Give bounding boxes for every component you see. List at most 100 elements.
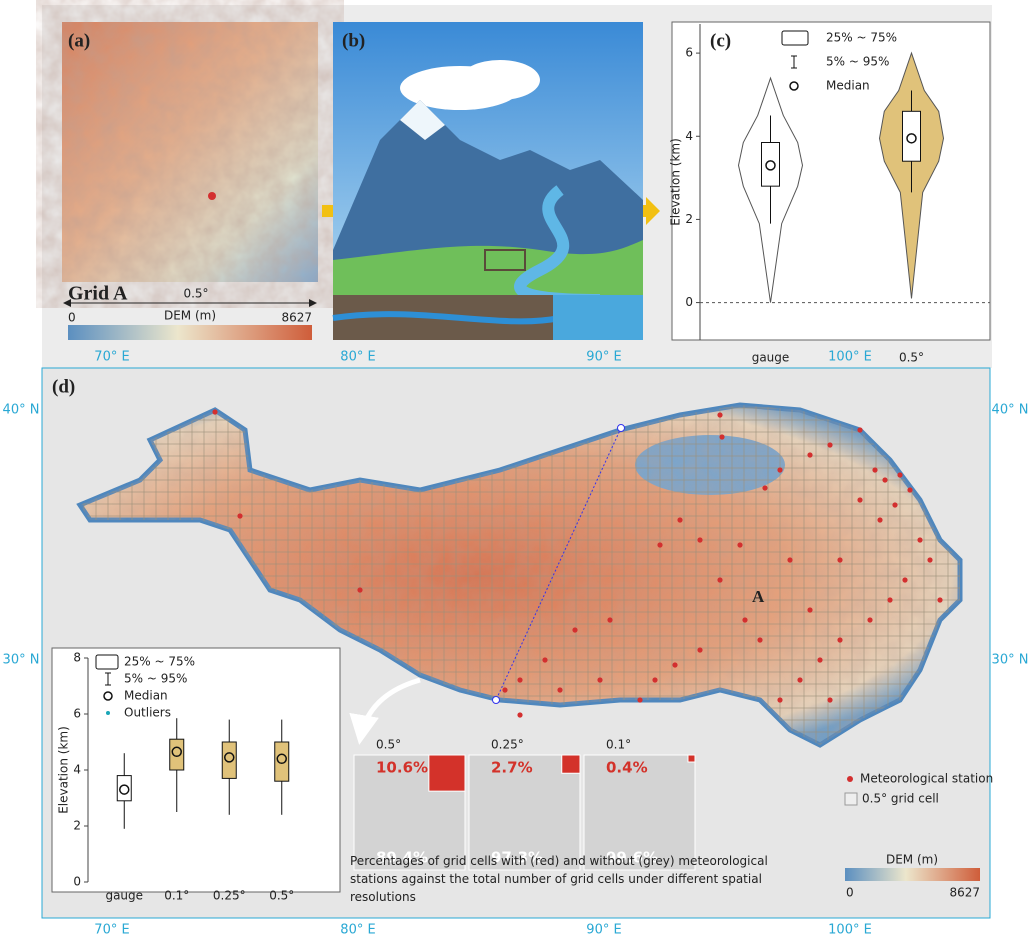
station bbox=[837, 557, 843, 563]
lon-tick-label: 80° E bbox=[340, 350, 375, 365]
lon-tick-label: 70° E bbox=[94, 350, 129, 365]
station bbox=[557, 687, 563, 693]
station bbox=[937, 597, 943, 603]
with-station-label: 0.4% bbox=[606, 759, 648, 777]
median bbox=[276, 753, 287, 765]
legend-box bbox=[95, 654, 119, 670]
lat-tick-label: 40° N bbox=[3, 403, 40, 418]
transect-end bbox=[617, 424, 625, 432]
station bbox=[652, 677, 658, 683]
with-station-cell bbox=[561, 754, 581, 774]
station bbox=[857, 427, 863, 433]
y-tick-label: 8 bbox=[73, 651, 81, 665]
transect bbox=[495, 427, 622, 701]
without-station-label: 89.4% bbox=[376, 849, 428, 867]
with-station-label: 10.6% bbox=[376, 759, 428, 777]
legend-median bbox=[103, 691, 113, 701]
grid-a-label: A bbox=[752, 587, 765, 606]
station bbox=[572, 627, 578, 633]
stations bbox=[212, 409, 943, 718]
station bbox=[719, 434, 725, 440]
station bbox=[517, 712, 523, 718]
x-tick-label: 0.5° bbox=[269, 889, 294, 903]
station bbox=[212, 409, 218, 415]
box bbox=[116, 775, 132, 802]
box bbox=[169, 738, 185, 771]
panel-label: (a) bbox=[68, 30, 90, 51]
legend-grid-cell: 0.5° grid cell bbox=[862, 792, 939, 806]
panel-label: (d) bbox=[52, 376, 75, 397]
resolution-label: 0.1° bbox=[606, 738, 631, 752]
with-station-cell bbox=[428, 754, 466, 792]
lat-tick-label: 40° N bbox=[992, 403, 1029, 418]
station bbox=[237, 513, 243, 519]
station bbox=[717, 412, 723, 418]
resolution: 0.5° bbox=[183, 287, 208, 301]
dem-min: 0 bbox=[68, 311, 76, 325]
callout-arrow bbox=[349, 677, 421, 745]
lon-tick-label: 70° E bbox=[94, 923, 129, 938]
flow-arrow bbox=[632, 197, 660, 225]
legend-label: 25% ~ 75% bbox=[826, 31, 897, 45]
station bbox=[817, 657, 823, 663]
station bbox=[542, 657, 548, 663]
station bbox=[837, 637, 843, 643]
legend-station-dot bbox=[847, 776, 853, 782]
station bbox=[887, 597, 893, 603]
dem-max: 8627 bbox=[281, 311, 312, 325]
station bbox=[927, 557, 933, 563]
station bbox=[827, 697, 833, 703]
panel-c-frame bbox=[671, 21, 991, 341]
station bbox=[902, 577, 908, 583]
station bbox=[762, 485, 768, 491]
without-station-label: 99.6% bbox=[606, 849, 658, 867]
legend-cell bbox=[844, 792, 858, 806]
station bbox=[777, 467, 783, 473]
station bbox=[882, 477, 888, 483]
without-station-label: 97.3% bbox=[491, 849, 543, 867]
station bbox=[597, 677, 603, 683]
box bbox=[902, 110, 921, 162]
dem-max: 8627 bbox=[949, 886, 980, 900]
without-station-cell bbox=[583, 754, 696, 871]
lon-tick-label: 90° E bbox=[586, 923, 621, 938]
box bbox=[221, 741, 237, 779]
station bbox=[877, 517, 883, 523]
without-station-cell bbox=[468, 754, 581, 871]
caption-box: Percentages of grid cells with (red) and… bbox=[350, 854, 768, 904]
panel-label: (b) bbox=[342, 30, 365, 51]
y-axis-label: Elevation (km) bbox=[669, 138, 683, 226]
legend-outlier bbox=[106, 711, 110, 715]
station bbox=[807, 607, 813, 613]
y-tick-label: 4 bbox=[73, 763, 81, 777]
x-tick-label: 0.25° bbox=[213, 889, 246, 903]
grid-point bbox=[208, 192, 216, 200]
box bbox=[761, 142, 780, 187]
station bbox=[917, 537, 923, 543]
lon-tick-label: 100° E bbox=[828, 350, 872, 365]
station bbox=[867, 617, 873, 623]
lon-tick-label: 90° E bbox=[586, 350, 621, 365]
lon-tick-label: 100° E bbox=[828, 923, 872, 938]
x-tick-label: gauge bbox=[752, 351, 790, 365]
station bbox=[787, 557, 793, 563]
caption: Percentages of grid cells with (red) and… bbox=[350, 854, 768, 904]
with-station-cell bbox=[687, 754, 696, 763]
station bbox=[717, 577, 723, 583]
box bbox=[274, 741, 290, 782]
median bbox=[224, 752, 235, 763]
inset-frame bbox=[51, 647, 341, 893]
station bbox=[677, 517, 683, 523]
grid-label: Grid A bbox=[68, 283, 128, 305]
dem-min: 0 bbox=[846, 886, 854, 900]
y-tick-label: 6 bbox=[73, 707, 81, 721]
median bbox=[765, 160, 776, 171]
y-tick-label: 4 bbox=[685, 129, 693, 143]
median bbox=[119, 784, 130, 795]
x-tick-label: 0.1° bbox=[164, 889, 189, 903]
y-tick-label: 0 bbox=[685, 295, 693, 309]
station bbox=[827, 442, 833, 448]
station bbox=[357, 587, 363, 593]
station bbox=[697, 537, 703, 543]
